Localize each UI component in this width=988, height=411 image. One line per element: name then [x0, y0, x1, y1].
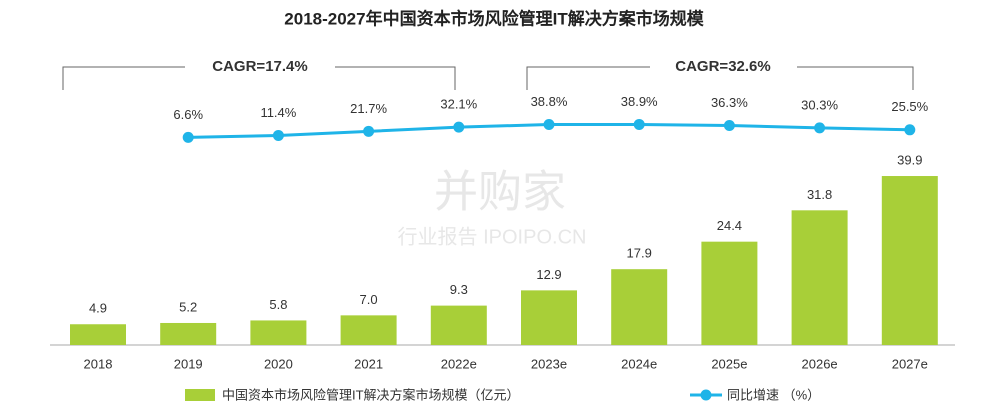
data-label: 36.3%: [711, 95, 748, 110]
data-label: 9.3: [450, 282, 468, 297]
legend-swatch: [700, 389, 712, 401]
legend-label: 同比增速 （%）: [727, 387, 820, 402]
line-marker: [453, 121, 465, 133]
chart-title: 2018-2027年中国资本市场风险管理IT解决方案市场规模: [284, 8, 704, 28]
line-marker: [633, 118, 645, 130]
bar: [250, 320, 307, 345]
line-marker: [272, 129, 284, 141]
data-label: 4.9: [89, 301, 107, 316]
bar: [791, 210, 848, 345]
x-tick-label: 2027e: [892, 356, 928, 371]
data-label: 31.8: [807, 187, 832, 202]
data-label: 11.4%: [260, 105, 296, 120]
x-tick-label: 2023e: [531, 356, 567, 371]
data-label: 7.0: [360, 292, 378, 307]
data-label: 24.4: [717, 218, 742, 233]
bar: [340, 315, 397, 345]
data-label: 38.9%: [621, 94, 658, 109]
line-marker: [363, 125, 375, 137]
legend-swatch: [185, 389, 215, 401]
cagr-annotation: CAGR=32.6%: [675, 58, 770, 75]
cagr-bracket: [62, 66, 456, 90]
data-label: 38.8%: [531, 94, 568, 109]
bar: [160, 322, 217, 345]
data-label: 12.9: [536, 267, 561, 282]
data-label: 25.5%: [891, 99, 928, 114]
bar: [611, 269, 668, 345]
line-marker: [723, 119, 735, 131]
data-label: 5.8: [269, 297, 287, 312]
cagr-bracket: [526, 66, 914, 90]
x-tick-label: 2022e: [441, 356, 477, 371]
x-tick-label: 2024e: [621, 356, 657, 371]
x-tick-label: 2020: [264, 356, 293, 371]
watermark: 行业报告 IPOIPO.CN: [398, 225, 587, 248]
data-label: 17.9: [627, 246, 652, 261]
x-tick-label: 2026e: [802, 356, 838, 371]
data-label: 5.2: [179, 299, 197, 314]
bar: [521, 290, 577, 345]
line-marker: [904, 124, 916, 136]
data-label: 30.3%: [801, 97, 838, 112]
cagr-annotation: CAGR=17.4%: [212, 58, 307, 75]
x-tick-label: 2025e: [711, 356, 747, 371]
x-tick-label: 2018: [84, 356, 113, 371]
line-marker: [182, 131, 194, 143]
x-tick-label: 2021: [354, 356, 383, 371]
bar: [701, 241, 758, 345]
data-label: 21.7%: [350, 101, 387, 116]
bar: [70, 324, 126, 345]
legend-label: 中国资本市场风险管理IT解决方案市场规模（亿元）: [222, 387, 520, 402]
x-tick-label: 2019: [174, 356, 203, 371]
data-label: 32.1%: [440, 97, 477, 112]
line-marker: [814, 122, 826, 134]
watermark: 并购家: [434, 168, 566, 217]
data-label: 6.6%: [173, 107, 203, 122]
bar: [881, 176, 938, 345]
line-marker: [543, 118, 555, 130]
bar: [430, 305, 487, 345]
data-label: 39.9: [897, 152, 922, 167]
